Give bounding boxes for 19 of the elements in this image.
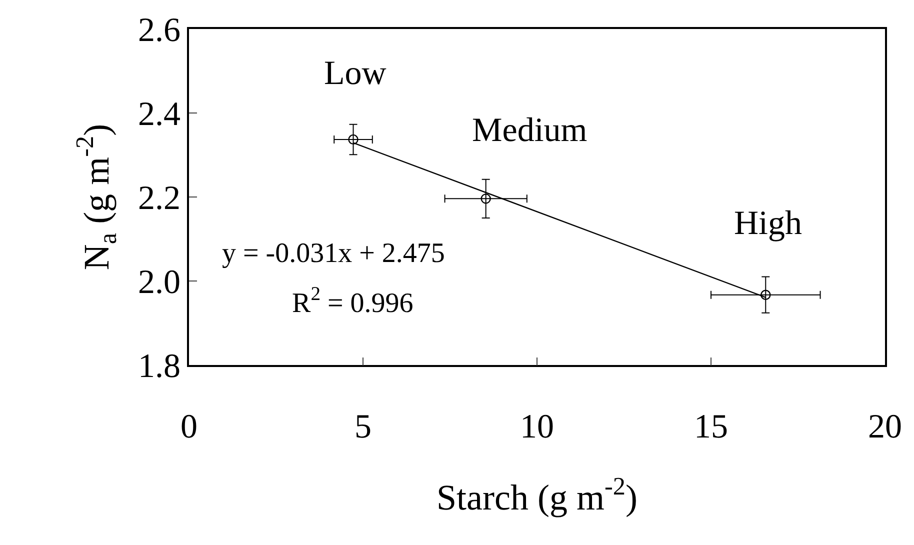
annotation: Low [324, 55, 387, 92]
y-tick-label: 2.0 [138, 264, 180, 301]
x-tick-label: 0 [180, 408, 198, 446]
annotation: High [734, 205, 802, 242]
x-tick-label: 10 [520, 408, 554, 446]
x-tick-label: 15 [694, 408, 728, 446]
y-tick-label: 2.2 [138, 180, 180, 217]
y-tick-label: 2.4 [138, 96, 180, 133]
annotation: y = -0.031x + 2.475 [222, 238, 445, 269]
point [760, 290, 771, 300]
x-tick-label: 20 [868, 408, 902, 446]
x-axis-title: Starch (g m$^{-2}$) [436, 474, 638, 518]
point [480, 194, 491, 204]
y-tick-label: 1.8 [138, 348, 180, 385]
point [348, 134, 358, 145]
annotation: R$^{2}$ = 0.996 [292, 284, 414, 319]
annotation: Medium [472, 112, 588, 149]
x-tick-label: 5 [354, 408, 372, 446]
y-tick-label: 2.6 [138, 12, 180, 49]
